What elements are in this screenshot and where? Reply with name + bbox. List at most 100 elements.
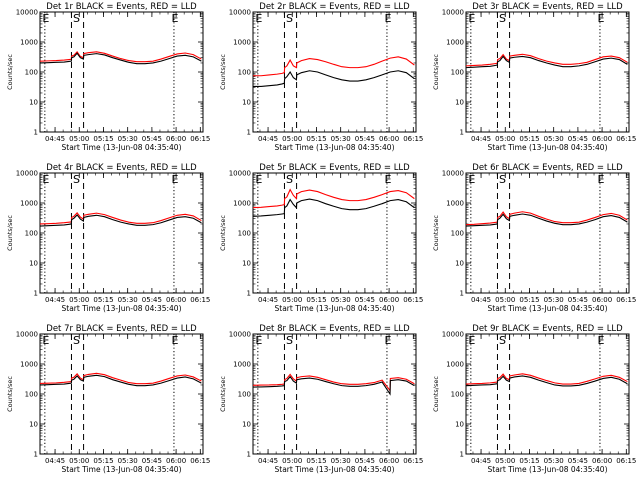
y-axis-label: Counts/sec (432, 376, 440, 412)
x-tick-label: 05:15 (93, 135, 113, 143)
x-axis-label: Start Time (13-Jun-08 04:35:40) (62, 465, 182, 474)
x-tick-label: 05:45 (568, 457, 588, 465)
x-tick-label: 04:45 (471, 296, 491, 304)
x-axis-label: Start Time (13-Jun-08 04:35:40) (488, 465, 608, 474)
y-tick-label: 1 (460, 290, 464, 298)
chart-title: Det 6r BLACK = Events, RED = LLD (472, 163, 623, 173)
x-axis-label: Start Time (13-Jun-08 04:35:40) (488, 143, 608, 152)
y-tick-label: 10 (29, 99, 38, 107)
x-tick-label: 05:15 (519, 296, 539, 304)
y-axis-label: Counts/sec (6, 54, 14, 90)
y-tick-label: 1 (460, 451, 464, 459)
plot-frame (39, 333, 204, 455)
chart-panel-9: Det 9r BLACK = Events, RED = LLD 1 10 100 10… (432, 324, 636, 474)
series-line-events (252, 198, 415, 217)
x-tick-label: 05:00 (282, 296, 302, 304)
y-tick-label: 100 (25, 391, 38, 399)
x-tick-label: 05:00 (69, 296, 89, 304)
x-tick-label: 05:45 (355, 457, 375, 465)
x-tick-label: 04:45 (45, 457, 65, 465)
x-tick-label: 05:30 (118, 135, 138, 143)
x-tick-label: 05:30 (331, 296, 351, 304)
series-line-events (39, 52, 202, 65)
series-line-lld (465, 53, 628, 67)
series-line-events (465, 375, 628, 387)
x-tick-label: 06:15 (190, 457, 210, 465)
marker-label-e: E (384, 334, 391, 347)
x-tick-label: 05:45 (355, 135, 375, 143)
chart-panel-1: Det 1r BLACK = Events, RED = LLD 1 10 100 10… (6, 2, 210, 152)
y-tick-label: 10000 (229, 9, 251, 17)
y-tick-label: 100 (451, 230, 464, 238)
y-tick-label: 1000 (233, 39, 251, 47)
series-line-lld (253, 56, 415, 77)
x-tick-label: 06:15 (616, 135, 636, 143)
x-tick-label: 05:15 (93, 296, 113, 304)
chart-title: Det 3r BLACK = Events, RED = LLD (472, 2, 623, 12)
y-tick-label: 1000 (20, 200, 38, 208)
marker-label-s: S (286, 12, 293, 25)
marker-label-s: S (73, 12, 80, 25)
y-tick-label: 100 (238, 391, 251, 399)
x-axis-label: Start Time (13-Jun-08 04:35:40) (62, 304, 182, 313)
x-tick-label: 05:30 (118, 457, 138, 465)
x-tick-label: 06:15 (616, 457, 636, 465)
marker-label-e: E (597, 334, 604, 347)
y-axis-label: Counts/sec (6, 376, 14, 412)
y-tick-label: 10000 (442, 331, 464, 339)
chart-title: Det 1r BLACK = Events, RED = LLD (46, 2, 197, 12)
y-tick-label: 1000 (446, 361, 464, 369)
series-line-lld (39, 50, 202, 63)
y-tick-label: 1 (247, 290, 251, 298)
y-tick-label: 1000 (233, 361, 251, 369)
x-tick-label: 06:00 (592, 135, 612, 143)
y-tick-label: 1000 (446, 39, 464, 47)
y-tick-label: 10 (242, 99, 251, 107)
chart-title: Det 5r BLACK = Events, RED = LLD (259, 163, 410, 173)
series-line-events (465, 55, 628, 69)
y-tick-label: 10000 (442, 9, 464, 17)
y-tick-label: 1 (34, 129, 38, 137)
marker-label-e: E (468, 12, 475, 25)
x-tick-label: 05:30 (544, 457, 564, 465)
y-tick-label: 10000 (229, 331, 251, 339)
y-tick-label: 10 (242, 421, 251, 429)
x-tick-label: 05:45 (142, 296, 162, 304)
x-tick-label: 04:45 (45, 296, 65, 304)
y-axis-label: Counts/sec (219, 376, 227, 412)
series-line-events (465, 213, 628, 227)
chart-title: Det 9r BLACK = Events, RED = LLD (472, 324, 623, 334)
y-axis-label: Counts/sec (219, 215, 227, 251)
x-tick-label: 05:00 (495, 135, 515, 143)
x-tick-label: 06:00 (166, 296, 186, 304)
x-tick-label: 05:00 (69, 457, 89, 465)
y-tick-label: 1000 (446, 200, 464, 208)
y-tick-label: 100 (238, 230, 251, 238)
marker-label-e: E (468, 173, 475, 186)
y-tick-label: 1 (34, 290, 38, 298)
series-line-events (252, 375, 415, 396)
y-tick-label: 10000 (16, 331, 38, 339)
x-tick-label: 05:00 (282, 135, 302, 143)
x-tick-label: 05:15 (519, 457, 539, 465)
y-tick-label: 1 (247, 451, 251, 459)
marker-label-s: S (286, 173, 293, 186)
x-tick-label: 05:45 (568, 296, 588, 304)
x-tick-label: 05:45 (142, 457, 162, 465)
marker-label-e: E (255, 173, 262, 186)
y-axis-label: Counts/sec (432, 215, 440, 251)
x-tick-label: 04:45 (45, 135, 65, 143)
x-tick-label: 05:00 (69, 135, 89, 143)
x-tick-label: 05:30 (118, 296, 138, 304)
marker-label-s: S (286, 334, 293, 347)
series-line-events (39, 214, 202, 227)
chart-title: Det 4r BLACK = Events, RED = LLD (46, 163, 197, 173)
x-tick-label: 04:45 (471, 135, 491, 143)
chart-panel-4: Det 4r BLACK = Events, RED = LLD 1 10 100 10… (6, 163, 210, 313)
series-line-events (253, 70, 415, 87)
x-tick-label: 05:45 (568, 135, 588, 143)
chart-panel-5: Det 5r BLACK = Events, RED = LLD 1 10 100 10… (219, 163, 423, 313)
marker-label-s: S (499, 334, 506, 347)
chart-panel-3: Det 3r BLACK = Events, RED = LLD 1 10 100 10… (432, 2, 636, 152)
